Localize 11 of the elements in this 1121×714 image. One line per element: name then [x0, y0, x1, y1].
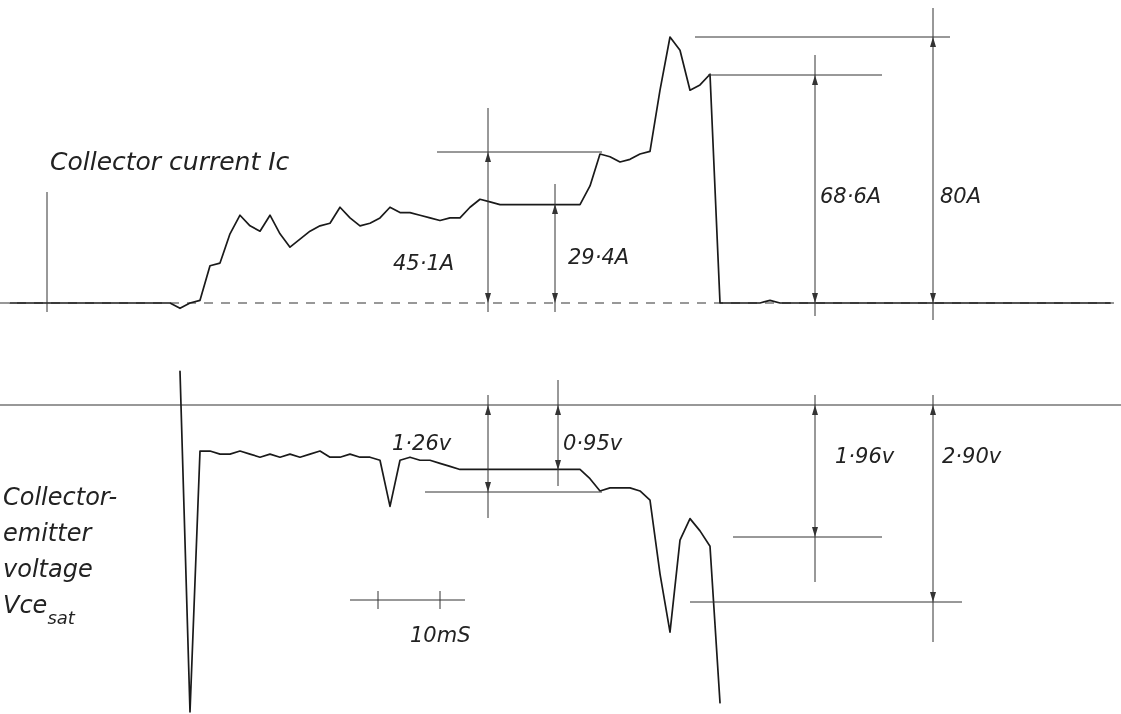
- text: Collector current Ic: [50, 147, 290, 176]
- annotation: 29·4A: [568, 245, 630, 269]
- annotation: 1·96v: [835, 444, 895, 468]
- text: Collector-emitter voltage Vce$_{sat}$: [3, 483, 118, 628]
- annotation: 10mS: [410, 623, 471, 647]
- annotation: 80A: [940, 184, 982, 208]
- annotation: 45·1A: [393, 251, 455, 275]
- annotation: 1·26v: [392, 431, 452, 455]
- annotation: 0·95v: [563, 431, 623, 455]
- annotation: 2·90v: [942, 444, 1002, 468]
- annotation: 68·6A: [820, 184, 882, 208]
